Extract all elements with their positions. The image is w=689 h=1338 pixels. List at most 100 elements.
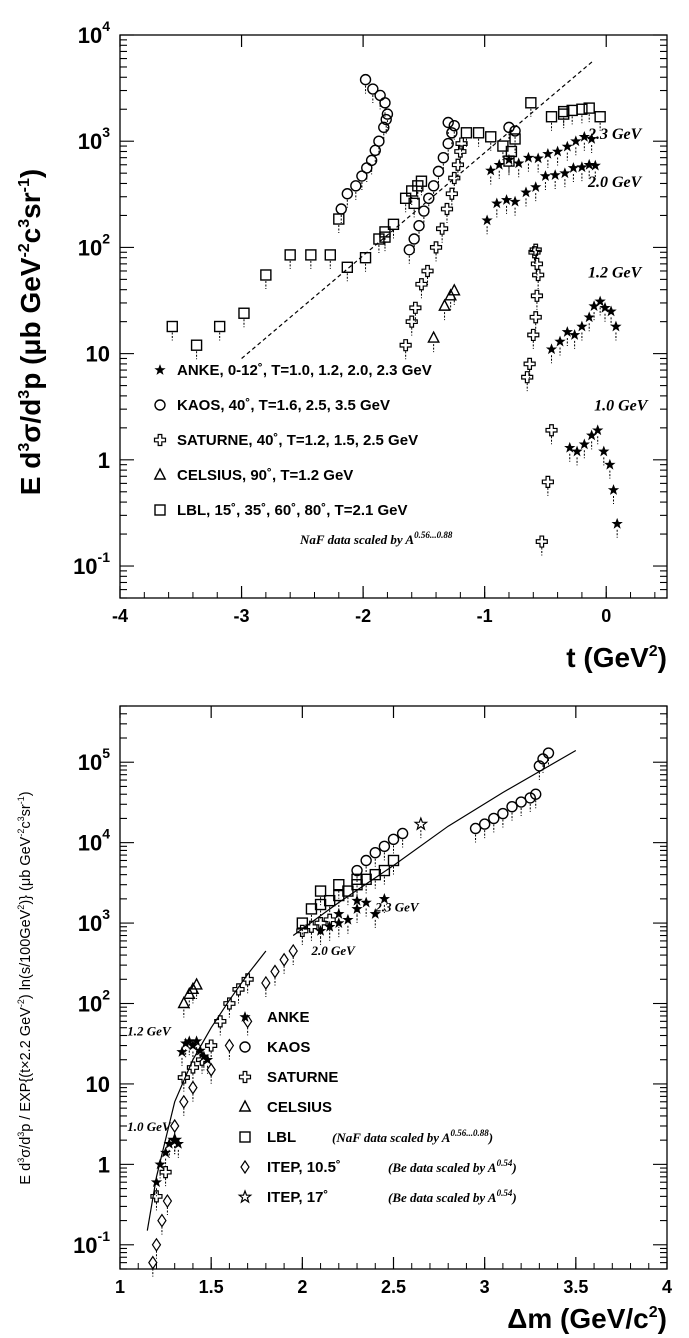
y-tick-label: 104 <box>78 18 110 48</box>
energy-annotation: 1.2 GeV <box>127 1024 172 1039</box>
data-point <box>190 339 203 351</box>
data-point <box>284 249 296 261</box>
data-point <box>360 854 372 867</box>
data-point <box>460 127 473 139</box>
data-point <box>612 518 623 529</box>
legend-label: SATURNE, 40˚, T=1.2, 1.5, 2.5 GeV <box>177 432 418 449</box>
energy-annotation: 2.3 GeV <box>374 899 420 914</box>
legend-marker-icon <box>239 1041 251 1053</box>
data-point <box>598 446 609 456</box>
data-point <box>481 215 493 225</box>
x-tick-label: -2 <box>355 606 371 626</box>
legend-entry: CELSIUS, 90˚, T=1.2 GeV <box>154 467 353 484</box>
data-point <box>414 817 428 830</box>
chart-1-annotations: 2.3 GeV 2.0 GeV 1.2 GeV 1.0 GeV <box>587 126 649 415</box>
data-point <box>213 320 226 333</box>
data-point <box>359 73 372 86</box>
x-tick-label: 2.5 <box>381 1277 406 1297</box>
data-point <box>610 321 622 332</box>
data-point <box>530 289 544 302</box>
y-tick-label: 102 <box>78 987 110 1017</box>
data-point <box>238 307 250 319</box>
legend-entry: SATURNE <box>238 1069 338 1086</box>
data-point <box>342 914 354 925</box>
data-point <box>379 97 391 109</box>
legend-marker-icon <box>154 504 166 516</box>
fit-line <box>292 749 577 936</box>
series-1-1 <box>335 73 521 264</box>
data-point <box>361 162 373 174</box>
data-point <box>335 203 347 215</box>
data-point <box>162 1194 173 1208</box>
data-point <box>350 180 362 192</box>
y-tick-label: 10-1 <box>73 1228 110 1258</box>
legend-entry: SATURNE, 40˚, T=1.2, 1.5, 2.5 GeV <box>153 432 418 449</box>
data-point <box>367 83 379 95</box>
data-point <box>562 141 573 152</box>
data-point <box>387 833 400 846</box>
energy-annotation: 1.0 GeV <box>127 1119 172 1134</box>
legend-label: KAOS, 40˚, T=1.6, 2.5, 3.5 GeV <box>177 397 390 414</box>
chart-2-points <box>148 747 555 1277</box>
data-point <box>415 278 428 291</box>
chart-2-xlabel: Δm (GeV/c2) <box>507 1303 667 1334</box>
data-point <box>427 180 440 192</box>
data-point <box>485 131 497 143</box>
legend-label: ANKE <box>267 1009 310 1026</box>
y-tick-label: 1 <box>98 1152 110 1177</box>
series-2-5 <box>148 944 298 1277</box>
x-tick-label: 3.5 <box>563 1277 588 1297</box>
data-point <box>260 269 272 281</box>
data-point <box>532 268 545 282</box>
data-point <box>595 296 606 306</box>
y-tick-label: 102 <box>78 230 110 260</box>
series-2-3 <box>177 978 203 1018</box>
data-point <box>608 484 619 495</box>
data-point <box>554 336 566 347</box>
legend-entry: ANKE <box>239 1009 310 1026</box>
legend-label: KAOS <box>267 1039 310 1056</box>
data-point <box>546 343 557 354</box>
data-point <box>205 1039 218 1052</box>
data-point <box>214 1015 227 1028</box>
chart-2-ylabel: E d3σ/d3p / EXP{(t×2.2 GeV-2) ln(s/100Ge… <box>16 791 34 1184</box>
data-point <box>438 299 451 311</box>
data-point <box>533 153 544 163</box>
x-tick-label: -1 <box>477 606 493 626</box>
legend-marker-icon <box>240 1160 250 1174</box>
data-point <box>451 158 465 171</box>
legend-entry: ANKE, 0-12˚, T=1.0, 1.2, 2.0, 2.3 GeV <box>154 362 432 379</box>
series-2-1 <box>351 747 555 885</box>
legend-entry: LBL, 15˚, 35˚, 60˚, 80˚, T=2.1 GeV <box>154 502 408 519</box>
legend-marker-icon <box>238 1070 252 1084</box>
data-point <box>472 127 485 139</box>
fit-line <box>241 59 595 359</box>
data-point <box>324 249 336 261</box>
legend-note: (NaF data scaled by A0.56...0.88) <box>332 1128 493 1145</box>
data-point <box>586 430 597 440</box>
data-point <box>341 188 354 200</box>
y-tick-label: 105 <box>78 745 110 775</box>
chart-1-ylabel: E d3σ/d3p (μb GeV-2c3sr-1) <box>15 169 46 495</box>
data-point <box>387 854 400 867</box>
data-point <box>545 111 558 123</box>
legend-marker-icon <box>154 468 166 480</box>
data-point <box>485 165 496 175</box>
energy-annotation: 2.0 GeV <box>587 174 643 191</box>
data-point <box>478 818 491 830</box>
legend-entry: CELSIUS <box>239 1099 332 1116</box>
data-point <box>527 328 540 342</box>
data-point <box>592 424 603 435</box>
y-tick-label: 1 <box>98 448 110 473</box>
data-point <box>413 220 425 232</box>
data-point <box>179 1095 189 1109</box>
data-point <box>521 371 534 384</box>
energy-annotation: 2.3 GeV <box>587 126 643 143</box>
data-point <box>540 170 551 181</box>
legend-marker-icon <box>154 399 166 411</box>
data-point <box>378 840 391 853</box>
data-point <box>513 157 524 168</box>
